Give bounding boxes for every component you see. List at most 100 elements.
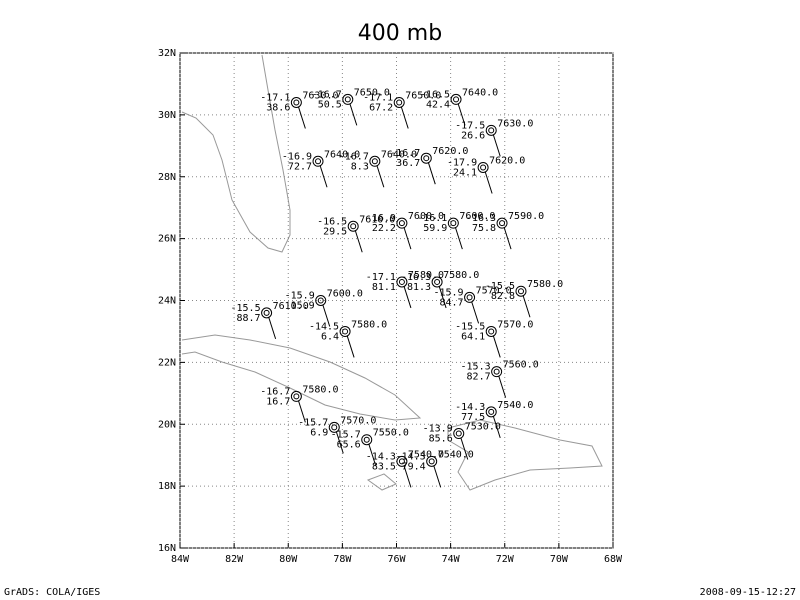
station-marker-inner bbox=[350, 223, 357, 230]
station-marker bbox=[315, 295, 327, 306]
station: -16.736.7 7620.0 bbox=[390, 146, 468, 185]
station-marker bbox=[339, 325, 351, 337]
station: -15.984.7 7570.0 bbox=[433, 285, 512, 324]
station-height: 7560.0 bbox=[503, 360, 539, 371]
station: -15.915.9 7600.0 bbox=[285, 289, 363, 327]
station-temp: -15.7 bbox=[331, 430, 361, 441]
station-temp: -17.9 bbox=[447, 157, 477, 168]
wind-staff bbox=[457, 103, 466, 126]
station-marker bbox=[342, 93, 354, 105]
station-value: 85.6 bbox=[429, 434, 453, 445]
lon-tick-label: 74W bbox=[442, 554, 461, 565]
wind-staff bbox=[522, 295, 531, 318]
station-temp: -14.3 bbox=[455, 402, 485, 413]
station-temp: -15.9 bbox=[433, 287, 463, 298]
station-marker bbox=[290, 390, 302, 402]
station: -16.750.5 7650.0 bbox=[312, 87, 390, 126]
station-marker-inner bbox=[317, 297, 324, 304]
station-marker-inner bbox=[363, 436, 370, 443]
wind-staff bbox=[346, 335, 355, 358]
station-temp: -13.9 bbox=[423, 424, 453, 435]
station-value: 64.1 bbox=[461, 331, 485, 342]
station-height: 7600.0 bbox=[327, 289, 363, 300]
station-temp: -15.3 bbox=[461, 362, 491, 373]
station-marker-inner bbox=[434, 278, 441, 285]
station-value: 88.7 bbox=[237, 313, 261, 324]
lon-tick-label: 68W bbox=[604, 554, 623, 565]
station-marker bbox=[485, 406, 497, 418]
station-marker-inner bbox=[488, 127, 495, 134]
wind-staff bbox=[297, 400, 306, 423]
station: -16.375.8 7590.0 bbox=[466, 211, 544, 250]
station-height: 7630.0 bbox=[302, 91, 338, 102]
station: -17.181.1 7580.0 bbox=[366, 270, 444, 309]
station-height: 7650.0 bbox=[354, 87, 390, 98]
station-value: 82.7 bbox=[467, 372, 491, 383]
station: -14.383.5 7540.0 bbox=[366, 449, 444, 488]
station-height: 7640.0 bbox=[462, 87, 498, 98]
lat-tick-label: 32N bbox=[158, 48, 176, 59]
station-value: 67.2 bbox=[369, 103, 393, 114]
lon-tick-label: 72W bbox=[496, 554, 515, 565]
station-temp: -17.1 bbox=[366, 272, 396, 283]
station-temp: -16.3 bbox=[401, 272, 431, 283]
wind-staff bbox=[403, 227, 412, 250]
station-marker-inner bbox=[315, 158, 322, 165]
station-value: 26.6 bbox=[461, 130, 485, 141]
station-height: 7530.0 bbox=[465, 422, 501, 433]
lat-tick-label: 20N bbox=[158, 419, 176, 430]
wind-staff bbox=[268, 316, 277, 340]
footer-right: 2008-09-15-12:27 bbox=[700, 587, 796, 598]
station-temp: -16.7 bbox=[339, 151, 369, 162]
wind-staff bbox=[354, 230, 363, 253]
station-marker bbox=[464, 291, 476, 303]
station-temp: -15.9 bbox=[285, 291, 315, 302]
station-value: 6.4 bbox=[321, 331, 339, 342]
station-value: 83.5 bbox=[372, 461, 396, 472]
wind-staff bbox=[454, 227, 463, 250]
station-marker-inner bbox=[371, 158, 378, 165]
station-marker bbox=[396, 276, 408, 288]
station-temp: -15.7 bbox=[298, 417, 328, 428]
wind-staff bbox=[492, 335, 501, 358]
station-temp: -16.9 bbox=[282, 151, 312, 162]
station-marker bbox=[312, 155, 324, 167]
station: -17.526.6 7630.0 bbox=[455, 118, 533, 157]
station-marker bbox=[447, 217, 459, 229]
station: -16.922.2 7600.0 bbox=[366, 211, 444, 250]
station-value: 65.6 bbox=[337, 440, 361, 451]
wind-staff bbox=[498, 375, 507, 398]
station: -16.159.9 7600.0 bbox=[417, 211, 495, 250]
station-marker-inner bbox=[488, 408, 495, 415]
lat-tick-label: 16N bbox=[158, 543, 176, 554]
wind-staff bbox=[368, 443, 377, 466]
coastlines bbox=[181, 54, 603, 491]
station-marker bbox=[396, 217, 408, 229]
station-value: 82.8 bbox=[491, 291, 515, 302]
lon-tick-label: 82W bbox=[225, 554, 244, 565]
station-height: 7580.0 bbox=[302, 384, 338, 395]
station-value: 15.9 bbox=[291, 301, 315, 312]
station-marker-inner bbox=[396, 99, 403, 106]
station-marker bbox=[515, 285, 527, 297]
station-value: 22.2 bbox=[372, 223, 396, 234]
station-marker bbox=[426, 455, 438, 467]
station: -17.167.2 7650.0 bbox=[363, 91, 441, 129]
station: -17.138.6 7630.0 bbox=[260, 91, 338, 129]
lon-tick-label: 70W bbox=[550, 554, 569, 565]
station-height: 7580.0 bbox=[527, 279, 563, 290]
station-temp: -15.5 bbox=[455, 321, 485, 332]
station: -17.924.1 7620.0 bbox=[447, 155, 525, 194]
station-temp: -16.9 bbox=[366, 213, 396, 224]
station-marker bbox=[485, 124, 497, 136]
station-value: 59.9 bbox=[423, 223, 447, 234]
wind-staff bbox=[319, 165, 328, 188]
station-marker bbox=[328, 421, 340, 433]
station-height: 7610.0 bbox=[273, 301, 309, 312]
station-marker-inner bbox=[480, 164, 487, 171]
station-height: 7570.0 bbox=[340, 415, 376, 426]
station-height: 7570.0 bbox=[497, 319, 533, 330]
